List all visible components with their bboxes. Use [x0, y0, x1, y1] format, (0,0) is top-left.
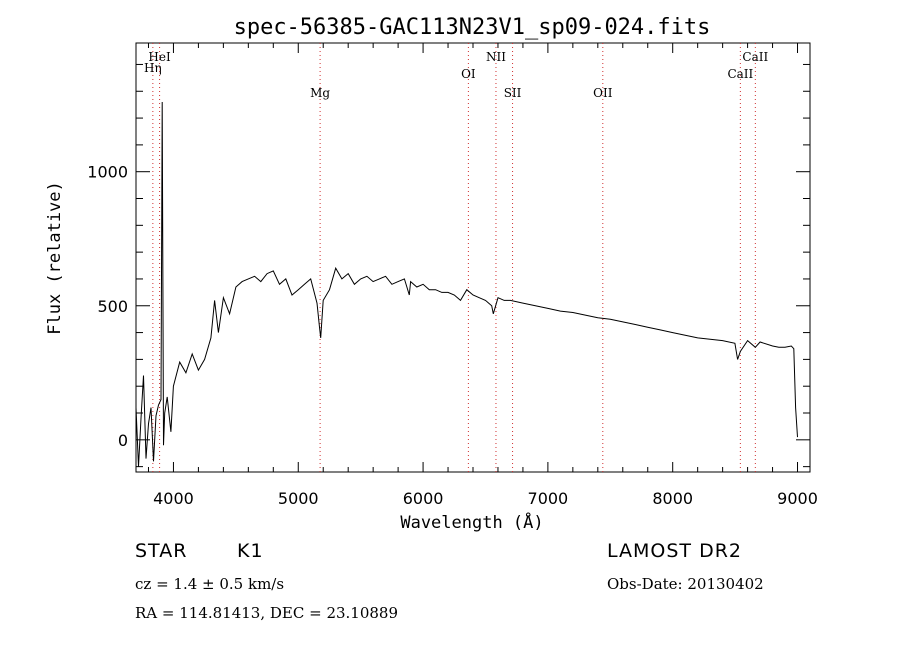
- x-tick-label: 7000: [528, 489, 569, 508]
- coordinates-text: RA = 114.81413, DEC = 23.10889: [135, 604, 399, 622]
- obs-date-text: Obs-Date: 20130402: [607, 575, 764, 593]
- y-tick-label: 1000: [87, 163, 128, 182]
- line-marker-label: SII: [504, 86, 522, 100]
- x-tick-label: 4000: [153, 489, 194, 508]
- y-axis-label: Flux (relative): [45, 181, 65, 335]
- line-marker-label: NII: [486, 50, 506, 64]
- object-class: STAR: [135, 540, 188, 562]
- line-marker-label: Mg: [310, 86, 330, 100]
- line-marker-label: Hη: [144, 61, 162, 75]
- plot-frame: [135, 42, 811, 473]
- x-tick-label: 5000: [278, 489, 319, 508]
- survey-name: LAMOST DR2: [607, 540, 742, 562]
- x-tick-label: 8000: [652, 489, 693, 508]
- x-axis-label: Wavelength (Å): [400, 511, 543, 533]
- line-marker-label: OII: [593, 86, 613, 100]
- axes: 4000 5000 6000 7000 8000 9000 0 500 1000: [87, 43, 818, 508]
- redshift-text: cz = 1.4 ± 0.5 km/s: [135, 575, 285, 593]
- object-subclass: K1: [237, 540, 264, 562]
- spectrum-line: [135, 101, 798, 467]
- y-tick-label: 0: [118, 431, 128, 450]
- x-tick-label: 6000: [403, 489, 444, 508]
- y-tick-label: 500: [97, 297, 128, 316]
- x-tick-label: 9000: [777, 489, 818, 508]
- chart-title: spec-56385-GAC113N23V1_sp09-024.fits: [234, 15, 711, 40]
- line-marker-label: OI: [461, 67, 476, 81]
- line-marker-label: CaII: [742, 50, 768, 64]
- line-marker-label: HeI: [148, 50, 171, 64]
- line-marker-label: CaII: [727, 67, 753, 81]
